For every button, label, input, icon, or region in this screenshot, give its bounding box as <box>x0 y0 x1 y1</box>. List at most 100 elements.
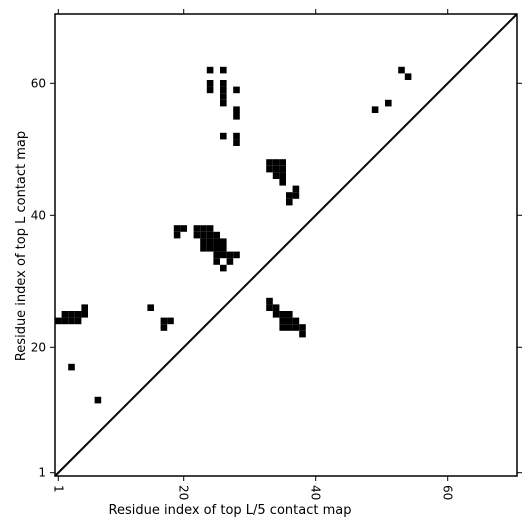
contact-cell <box>272 172 280 179</box>
contact-cell <box>74 317 82 325</box>
contact-cell <box>272 165 280 173</box>
contact-cell <box>220 99 227 107</box>
x-tick-label: 60 <box>441 485 455 500</box>
contact-cell <box>286 198 293 206</box>
contact-cell <box>266 165 273 173</box>
y-axis-label: Residue index of top L contact map <box>14 131 29 361</box>
y-tick-label: 1 <box>38 466 46 480</box>
contact-cell <box>200 238 207 245</box>
contact-cell <box>279 165 286 173</box>
contact-cell <box>74 311 82 318</box>
contact-cell <box>279 159 286 166</box>
contact-cell <box>147 304 154 311</box>
contact-cell <box>220 245 227 252</box>
x-axis-label: Residue index of top L/5 contact map <box>109 503 352 518</box>
contact-cell <box>68 317 75 325</box>
contact-cell <box>299 330 306 338</box>
contact-cell <box>81 304 88 311</box>
contact-cell <box>160 324 168 331</box>
y-tick-label: 20 <box>31 340 46 354</box>
contact-cell <box>206 231 214 239</box>
contact-cell <box>220 93 227 100</box>
contact-cell <box>292 324 300 331</box>
contact-cell <box>193 231 201 239</box>
contact-cell <box>279 179 286 186</box>
contact-cell <box>213 245 220 252</box>
contact-cell <box>220 132 227 140</box>
contact-cell <box>206 238 214 245</box>
x-tick-label: 1 <box>51 485 65 493</box>
contact-cell <box>233 251 240 259</box>
contact-cell <box>173 225 181 232</box>
contact-cell <box>292 192 300 199</box>
contact-cell <box>233 132 240 140</box>
y-tick-label: 40 <box>31 208 46 222</box>
contact-cell <box>206 245 214 252</box>
contact-cell <box>213 238 220 245</box>
contact-cell <box>292 185 300 193</box>
contact-cell <box>61 311 69 318</box>
contact-cell <box>213 258 220 265</box>
contact-cell <box>286 324 293 331</box>
plot-frame <box>54 13 518 477</box>
contact-cell <box>206 66 214 74</box>
contact-cell <box>173 231 181 239</box>
x-tick-label: 20 <box>177 485 191 500</box>
contact-cell <box>286 317 293 325</box>
contact-cell <box>286 311 293 318</box>
contact-cell <box>279 311 286 318</box>
contact-cell <box>206 86 214 94</box>
contact-cell <box>200 245 207 252</box>
diagonal-line <box>54 13 518 477</box>
contact-cell <box>160 317 168 325</box>
contact-cell <box>206 225 214 232</box>
contact-cell <box>220 66 227 74</box>
contact-cell <box>404 73 412 80</box>
contact-cell <box>55 317 62 325</box>
contact-cell <box>81 311 88 318</box>
contact-cell <box>266 304 273 311</box>
axis-ticks: 1 20 40 60 1 20 40 60 <box>31 9 522 500</box>
contact-cell <box>233 106 240 113</box>
contact-cell <box>68 363 75 371</box>
contact-cell <box>272 159 280 166</box>
contact-cell <box>200 231 207 239</box>
contact-cells <box>55 66 412 404</box>
contact-cell <box>213 251 220 259</box>
contact-cell <box>233 113 240 120</box>
contact-cell <box>233 139 240 146</box>
contact-cell <box>371 106 379 113</box>
contact-cell <box>279 172 286 179</box>
contact-cell <box>213 231 220 239</box>
contact-cell <box>272 304 280 311</box>
contact-cell <box>279 317 286 325</box>
contact-cell <box>272 311 280 318</box>
contact-cell <box>266 297 273 305</box>
contact-cell <box>286 192 293 199</box>
contact-cell <box>220 80 227 87</box>
contact-cell <box>200 225 207 232</box>
contact-cell <box>61 317 69 325</box>
contact-cell <box>398 66 405 74</box>
contact-cell <box>68 311 75 318</box>
contact-cell <box>279 324 286 331</box>
contact-cell <box>193 225 201 232</box>
x-tick-label: 40 <box>309 485 323 500</box>
contact-cell <box>226 258 234 265</box>
contact-cell <box>220 238 227 245</box>
contact-cell <box>220 86 227 94</box>
contact-cell <box>220 251 227 259</box>
contact-cell <box>299 324 306 331</box>
contact-cell <box>266 159 273 166</box>
contact-cell <box>385 99 392 107</box>
contact-cell <box>180 225 187 232</box>
contact-cell <box>226 251 234 259</box>
contact-cell <box>233 86 240 94</box>
contact-cell <box>94 396 102 404</box>
contact-cell <box>220 264 227 272</box>
contact-cell <box>167 317 174 325</box>
y-tick-label: 60 <box>31 76 46 90</box>
contact-cell <box>292 317 300 325</box>
contact-cell <box>206 80 214 87</box>
